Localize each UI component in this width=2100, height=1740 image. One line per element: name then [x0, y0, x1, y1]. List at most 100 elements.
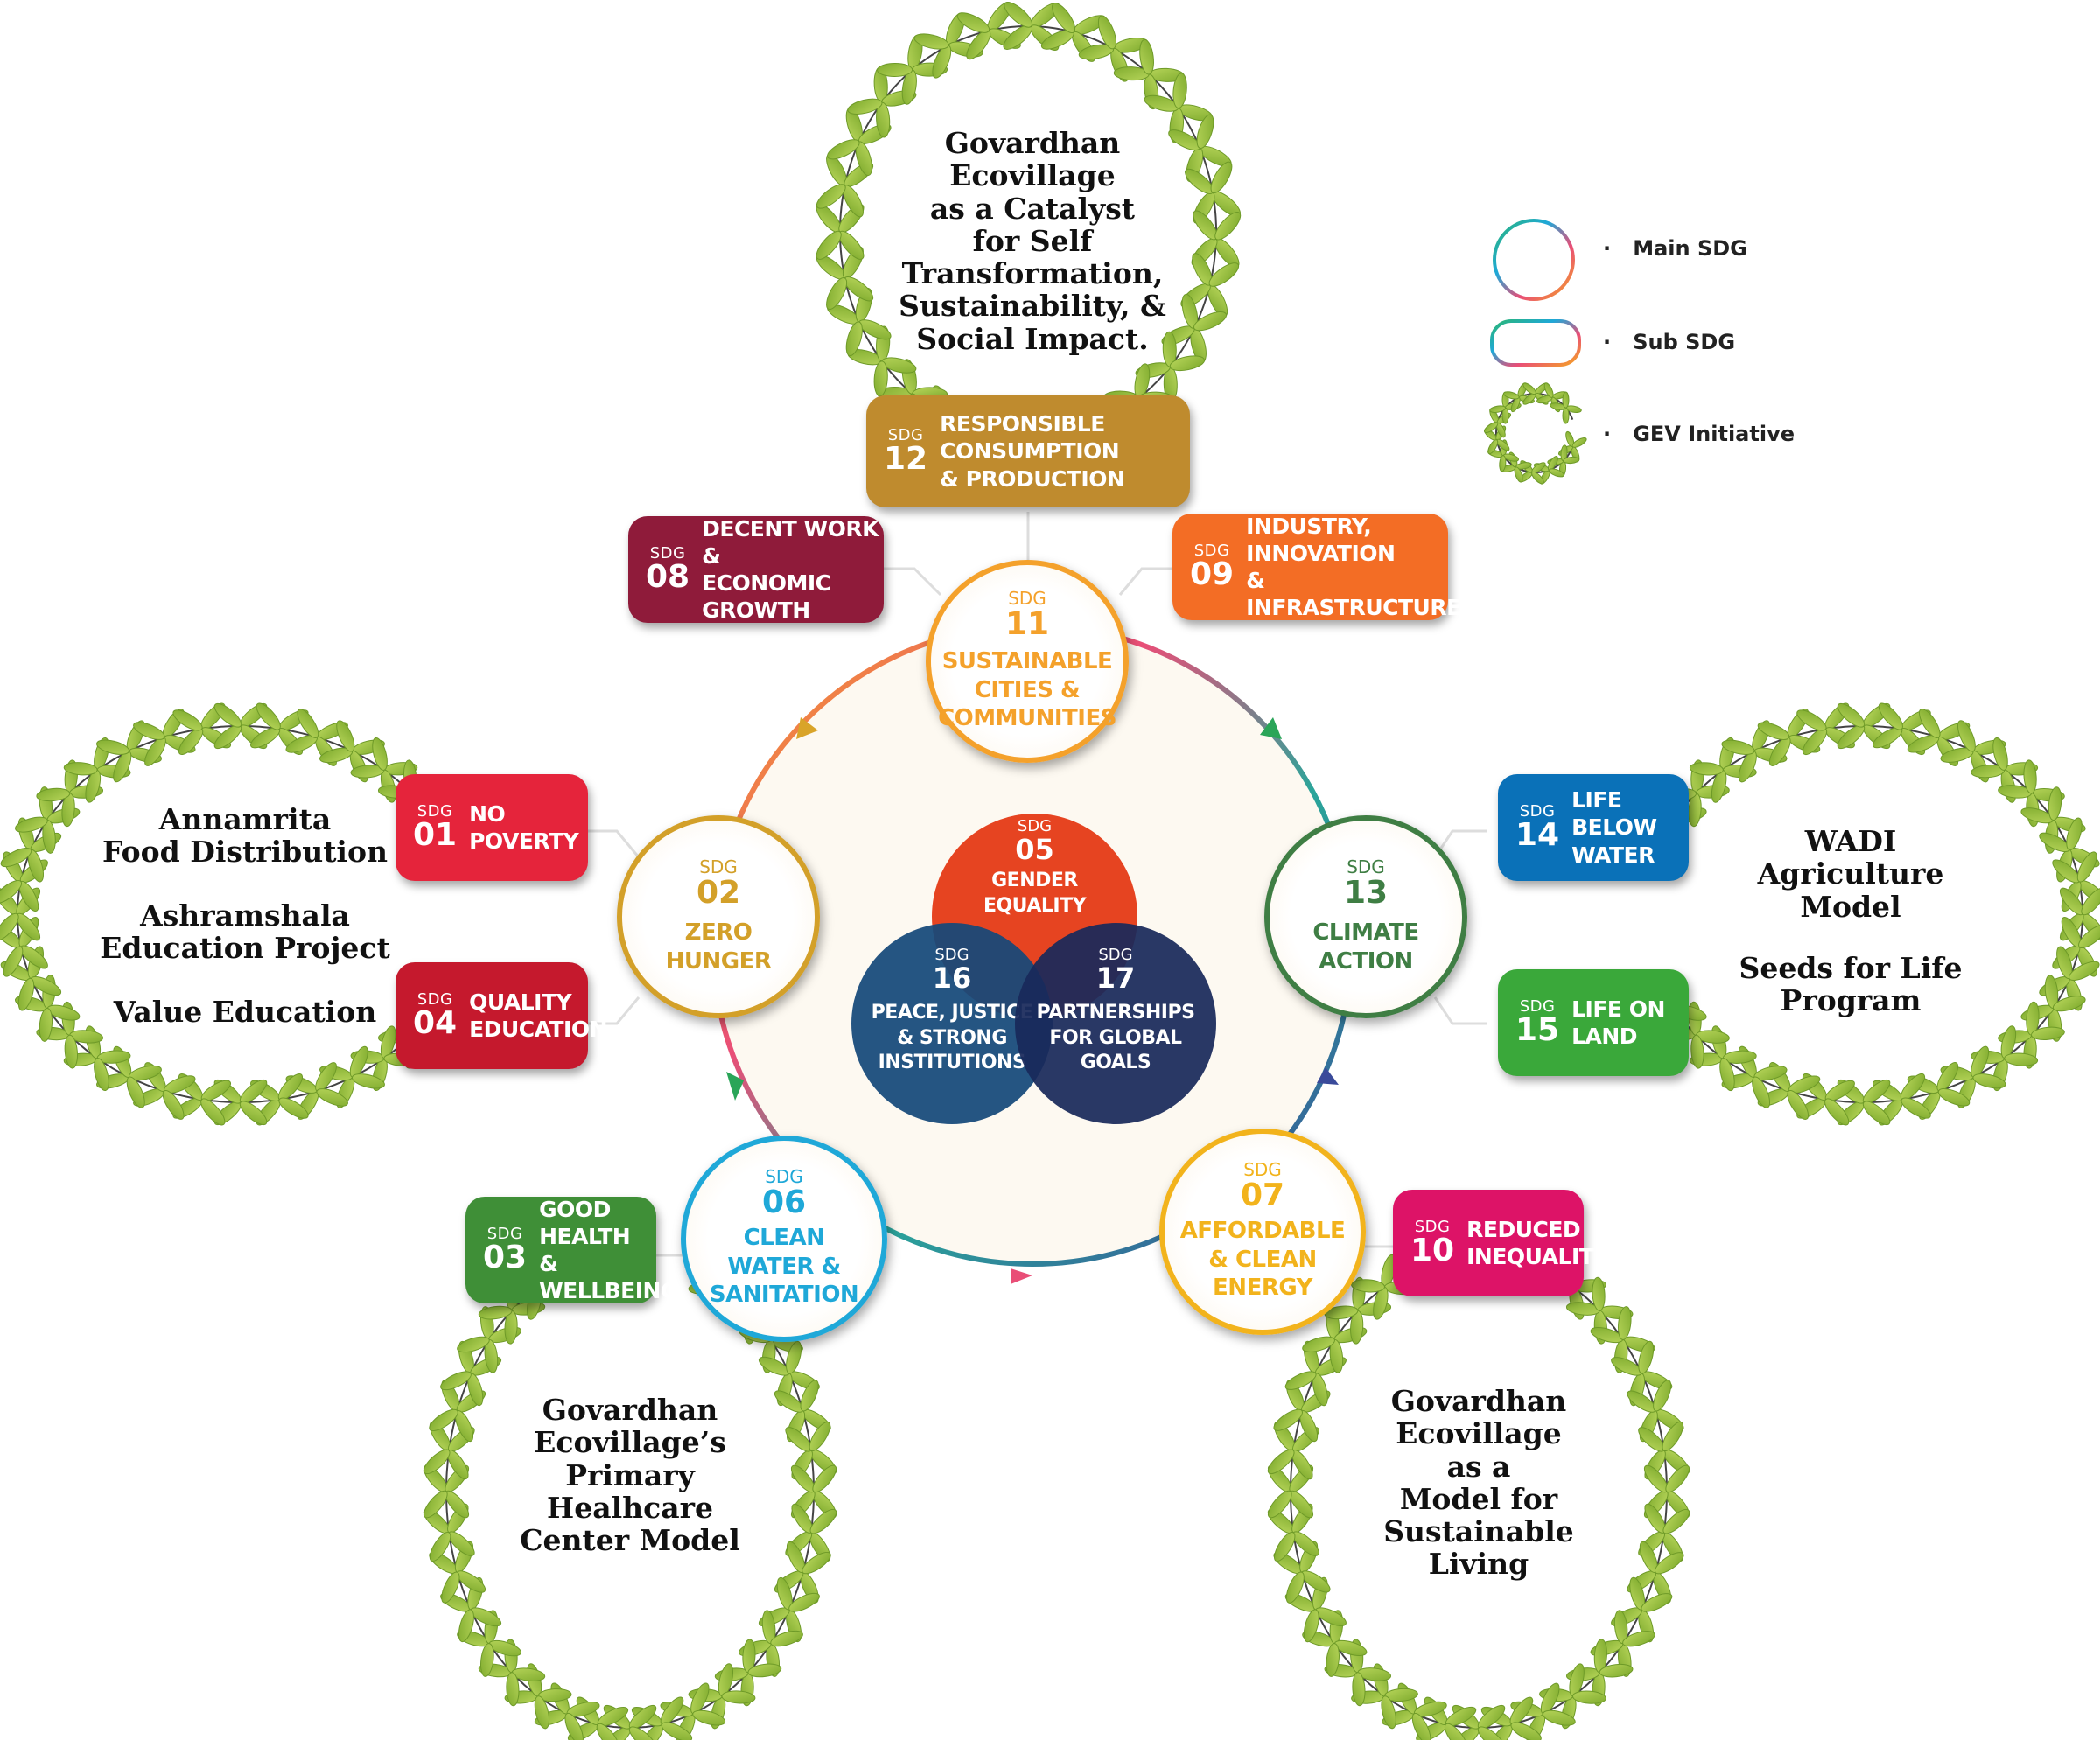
leaf-icon	[1862, 1101, 1891, 1126]
wreath-top	[816, 1, 1242, 451]
leaf-icon	[94, 1058, 109, 1092]
leaf-icon	[1381, 1695, 1396, 1730]
leaf-icon	[1267, 1449, 1295, 1475]
leaf-icon	[1641, 1593, 1673, 1612]
leaf-icon	[506, 1672, 520, 1707]
sdg-prefix: SDG	[1347, 856, 1385, 877]
sdg-11-main-circle: SDG 11 SUSTAINABLE CITIES & COMMUNITIES	[926, 560, 1129, 763]
leaf-icon	[826, 277, 848, 311]
leaf-icon	[1662, 1421, 1684, 1452]
leaf-icon	[1572, 437, 1587, 448]
leaf-icon	[808, 1422, 831, 1452]
sdg-title: SUSTAINABLE CITIES & COMMUNITIES	[938, 648, 1116, 732]
sdg-02-main-circle: SDG 02 ZERO HUNGER	[617, 815, 820, 1018]
sdg-10-sub-box: SDG 10 REDUCED INEQUALITIES	[1393, 1190, 1632, 1296]
leaf-icon	[534, 1695, 550, 1730]
leaf-icon	[1324, 1305, 1359, 1320]
leaf-icon	[1655, 1552, 1684, 1575]
leaf-icon	[1638, 1340, 1655, 1374]
sdg-title: CLEAN WATER & SANITATION	[709, 1225, 859, 1309]
sdg-title: RESPONSIBLE CONSUMPTION & PRODUCTION	[940, 411, 1125, 492]
leaf-icon	[440, 1371, 472, 1391]
laurel-wreath-icon	[1483, 382, 1587, 485]
leaf-icon	[2081, 887, 2100, 916]
leaf-icon	[809, 1508, 837, 1534]
leaf-icon	[816, 230, 842, 260]
sdg-title: QUALITY EDUCATION	[469, 989, 608, 1042]
leaf-icon	[1690, 1034, 1704, 1069]
leaf-icon	[1284, 1371, 1317, 1390]
gev-initiative-bottom-left: Govardhan Ecovillage’s Primary Healhcare…	[520, 1393, 740, 1558]
sdg-prefix: SDG	[699, 856, 738, 877]
leaf-icon	[1267, 1490, 1292, 1519]
leaf-icon	[1992, 737, 2008, 771]
ring-arrow-icon	[796, 717, 818, 739]
leaf-icon	[692, 1709, 726, 1726]
sdg-title: GENDER EQUALITY	[983, 870, 1087, 917]
sdg-13-main-circle: SDG 13 CLIMATE ACTION	[1264, 815, 1467, 1018]
sdg-prefix: SDG	[1008, 588, 1046, 610]
leaf-icon	[126, 1076, 145, 1108]
leaf-icon	[2048, 786, 2062, 821]
leaf-icon	[1196, 114, 1214, 150]
leaf-icon	[1522, 382, 1536, 395]
leaf-icon	[1572, 1690, 1606, 1704]
legend-label: GEV Initiative	[1633, 422, 1795, 446]
leaf-icon	[1752, 1076, 1771, 1108]
sdg-prefix: SDG	[416, 990, 453, 1009]
sdg-17-circle: SDG 17 PARTNERSHIPS FOR GLOBAL GOALS	[1015, 923, 1216, 1124]
leaf-icon	[0, 912, 19, 941]
leaf-icon	[1477, 1726, 1506, 1740]
leaf-icon	[1052, 3, 1076, 34]
sdg-01-sub-box: SDG 01 NO POVERTY	[396, 774, 588, 881]
leaf-icon	[628, 1726, 657, 1740]
leaf-icon	[914, 33, 949, 50]
leaf-icon	[64, 1034, 78, 1069]
leaf-icon	[1599, 1663, 1634, 1678]
leaf-icon	[1208, 262, 1240, 287]
sdg-prefix: SDG	[934, 946, 970, 964]
leaf-icon	[1351, 1279, 1386, 1293]
leaf-icon	[18, 977, 35, 1011]
leaf-icon	[1488, 439, 1499, 455]
sdg-prefix: SDG	[1017, 817, 1053, 835]
leaf-icon	[788, 1592, 820, 1612]
leaf-icon	[423, 1449, 451, 1475]
leaf-icon	[1622, 1631, 1656, 1647]
leaf-icon	[429, 1408, 458, 1432]
legend-label: Sub SDG	[1633, 330, 1736, 354]
leaf-icon	[786, 1340, 802, 1374]
leaf-icon	[1900, 1097, 1931, 1119]
leaf-icon	[1592, 1276, 1606, 1311]
leaf-icon	[0, 847, 32, 868]
sdg-number: 04	[413, 1005, 458, 1041]
leaf-icon	[877, 62, 914, 77]
leaf-icon	[162, 1090, 185, 1120]
leaf-icon	[63, 762, 98, 776]
sdg-title: NO POVERTY	[469, 800, 579, 854]
sdg-14-sub-box: SDG 14 LIFE BELOW WATER	[1498, 774, 1689, 881]
gev-initiative-right-2: Seeds for Life Program	[1739, 951, 1963, 1018]
leaf-icon	[1548, 468, 1564, 478]
leaf-icon	[423, 1490, 448, 1519]
sdg-number: 08	[646, 559, 690, 595]
ring-arrow-icon	[1011, 1268, 1032, 1284]
leaf-icon	[256, 702, 281, 730]
leaf-icon	[1542, 1709, 1576, 1726]
sdg-number: 03	[483, 1240, 528, 1275]
legend-label: Main SDG	[1633, 236, 1747, 261]
leaf-icon	[847, 98, 883, 115]
leaf-icon	[214, 702, 242, 728]
gev-initiative-top: Govardhan Ecovillage as a Catalyst for S…	[899, 126, 1166, 356]
sdg-12-sub-box: SDG 12 RESPONSIBLE CONSUMPTION & PRODUCTI…	[866, 395, 1190, 507]
sdg-prefix: SDG	[1194, 542, 1230, 560]
sdg-prefix: SDG	[1519, 997, 1556, 1016]
sdg-number: 16	[932, 961, 972, 995]
legend-wreath	[1483, 382, 1587, 485]
leaf-icon	[239, 1101, 268, 1126]
leaf-icon	[38, 1007, 53, 1042]
leaf-icon	[1544, 382, 1554, 398]
leaf-icon	[2004, 1052, 2039, 1066]
sdg-15-sub-box: SDG 15 LIFE ON LAND	[1498, 969, 1689, 1076]
